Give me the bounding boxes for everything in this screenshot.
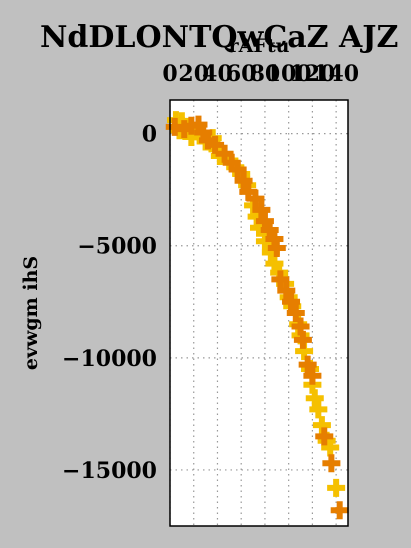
x-tick-label: 140 <box>313 61 359 87</box>
data-point <box>309 400 328 419</box>
x-tick-label: 80 <box>250 61 281 87</box>
data-point <box>321 438 340 457</box>
data-point <box>293 330 312 349</box>
plot-background <box>170 100 348 526</box>
data-point <box>315 427 334 446</box>
y-tick-label: −15000 <box>62 458 157 484</box>
data-point <box>267 238 286 257</box>
series-2 <box>165 115 349 520</box>
grid-lines <box>169 100 348 526</box>
data-point <box>298 355 317 374</box>
data-point <box>206 135 225 154</box>
y-tick-label: −10000 <box>62 346 157 372</box>
data-point <box>228 160 247 179</box>
y-tick-label: −5000 <box>77 234 157 260</box>
x-tick-label: 40 <box>202 61 233 87</box>
x-tick-label: 60 <box>226 61 257 87</box>
data-point <box>252 200 271 219</box>
data-point <box>303 366 322 385</box>
data-point <box>246 189 265 208</box>
data-point <box>286 304 305 322</box>
data-point <box>277 281 296 300</box>
y-tick-label: 0 <box>142 122 157 148</box>
x-tick-label: 120 <box>289 61 335 87</box>
x-tick-label: 100 <box>266 61 312 87</box>
chart-title: NdDLONTQwCaZ AJZ <box>40 20 398 55</box>
data-point <box>234 171 253 190</box>
data-point <box>282 292 301 311</box>
x-axis-label: rAFtu <box>229 35 290 57</box>
x-tick-label: 20 <box>178 61 209 87</box>
data-point <box>305 389 324 408</box>
x-tick-label: 0 <box>162 61 177 87</box>
data-points <box>165 111 349 520</box>
y-axis-label: evwgm ihS <box>20 256 42 370</box>
y-tick-labels: 0 −5000 −10000 −15000 <box>62 122 157 484</box>
data-point <box>322 454 341 473</box>
data-point <box>271 270 290 289</box>
data-point <box>330 501 349 520</box>
data-point <box>327 478 346 497</box>
plot-frame <box>169 99 349 527</box>
